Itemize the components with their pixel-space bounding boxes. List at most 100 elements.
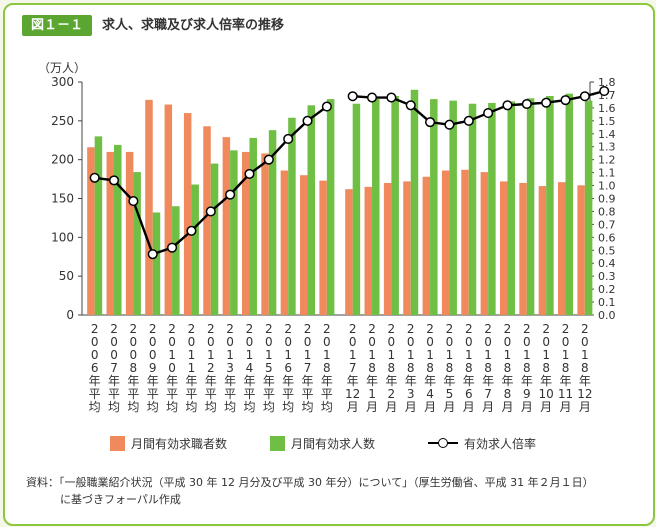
x-tick-label: 年	[501, 374, 513, 388]
x-tick-label: 1	[304, 348, 312, 362]
bar-openings	[288, 117, 296, 315]
x-tick-label: 年	[463, 374, 475, 388]
x-tick-label: 0	[542, 335, 550, 349]
x-tick-label: 1	[542, 348, 550, 362]
left-tick-label: 250	[51, 114, 74, 128]
bar-seekers	[480, 172, 489, 315]
x-tick-label: 7	[349, 361, 357, 375]
x-tick-label: 1	[168, 348, 176, 362]
bar-seekers	[183, 113, 192, 315]
x-tick-label: 8	[504, 387, 512, 401]
x-tick-label: 均	[108, 400, 120, 414]
x-tick-label: 平	[321, 387, 333, 401]
bar-seekers	[280, 170, 289, 315]
x-tick-label: 0	[349, 335, 357, 349]
x-tick-label: 2	[368, 322, 376, 336]
x-tick-label: 2	[168, 322, 176, 336]
x-tick-label: 2	[110, 322, 118, 336]
source-note: 資料：「一般職業紹介状況（平成 30 年 12 月分及び平成 30 年分）につい…	[26, 474, 636, 508]
bar-seekers	[422, 176, 431, 315]
x-tick-label: 均	[127, 400, 139, 414]
right-tick-label: 1.3	[598, 141, 616, 154]
x-tick-label: 均	[243, 400, 255, 414]
bar-openings	[584, 100, 593, 315]
bar-openings	[307, 105, 316, 315]
x-tick-label: 月	[579, 400, 591, 414]
x-tick-label: 平	[205, 387, 217, 401]
x-tick-label: 均	[89, 400, 101, 414]
right-tick-label: 0.1	[598, 296, 616, 309]
x-tick-label: 2	[581, 322, 589, 336]
x-tick-label: 月	[366, 400, 378, 414]
bar-openings	[449, 100, 457, 315]
x-tick-label: 1	[484, 348, 492, 362]
ratio-point	[366, 92, 378, 103]
x-tick-label: 年	[224, 374, 236, 388]
x-tick-label: 2	[304, 322, 312, 336]
x-tick-label: 均	[147, 400, 159, 414]
x-tick-label: 2	[226, 322, 234, 336]
x-tick-label: 1	[388, 348, 396, 362]
right-tick-label: 0.6	[598, 231, 616, 244]
ratio-point	[405, 100, 416, 111]
x-tick-label: 8	[368, 361, 376, 375]
bar-seekers	[203, 126, 211, 316]
x-tick-label: 1	[407, 348, 415, 362]
ratio-point	[263, 154, 274, 165]
bar-openings	[391, 95, 399, 315]
bar-openings	[526, 98, 535, 315]
x-tick-label: 7	[484, 387, 492, 401]
x-tick-label: 6	[284, 361, 292, 375]
x-tick-label: 8	[484, 361, 492, 375]
x-tick-label: 年	[579, 374, 591, 388]
bar-seekers	[164, 104, 173, 315]
x-tick-label: 1	[368, 348, 376, 362]
bar-openings	[152, 212, 161, 315]
x-tick-label: 0	[226, 335, 234, 349]
ratio-point	[347, 91, 358, 102]
right-tick-label: 1.5	[598, 115, 616, 128]
x-tick-label: 8	[407, 361, 415, 375]
ratio-point	[521, 98, 532, 110]
source-line-1: 資料：「一般職業紹介状況（平成 30 年 12 月分及び平成 30 年分）につい…	[26, 476, 594, 489]
x-tick-label: 年	[282, 374, 294, 388]
x-tick-label: 平	[89, 387, 101, 401]
bar-seekers	[364, 186, 373, 315]
ratio-point	[167, 242, 178, 253]
right-tick-label: 0.3	[598, 270, 616, 283]
x-tick-label: 0	[368, 335, 376, 349]
x-tick-label: 2	[407, 322, 415, 336]
x-tick-label: 8	[323, 361, 331, 375]
x-tick-label: 8	[446, 361, 454, 375]
x-tick-label: 5	[446, 387, 454, 401]
x-tick-label: 月	[463, 400, 475, 414]
ratio-point	[386, 92, 397, 103]
bar-openings	[430, 99, 438, 315]
x-tick-label: 均	[321, 400, 333, 414]
x-tick-label: 0	[426, 335, 434, 349]
bar-seekers	[125, 151, 134, 315]
ratio-point	[128, 196, 139, 207]
legend-item-seekers: 月間有効求職者数	[110, 433, 227, 453]
x-tick-label: 0	[130, 335, 138, 349]
x-tick-label: 平	[263, 387, 275, 401]
x-tick-label: 9	[149, 361, 157, 375]
right-tick-label: 1.2	[598, 154, 616, 167]
x-tick-label: 0	[207, 335, 215, 349]
x-tick-label: 0	[110, 348, 118, 362]
x-tick-label: 1	[349, 348, 357, 362]
x-tick-label: 0	[110, 335, 118, 349]
legend-item-openings: 月間有効求人数	[270, 433, 375, 453]
x-tick-label: 12	[345, 387, 360, 401]
x-tick-label: 1	[323, 348, 331, 362]
x-tick-label: 0	[523, 335, 531, 349]
x-tick-label: 月	[521, 400, 533, 414]
ratio-point	[89, 172, 100, 183]
x-tick-label: 2	[207, 322, 215, 336]
left-tick-label: 0	[66, 308, 74, 322]
x-tick-label: 0	[581, 335, 589, 349]
figure-title: 求人、求職及び求人倍率の推移	[102, 18, 285, 33]
bar-openings	[410, 89, 419, 316]
x-tick-label: 8	[581, 361, 589, 375]
